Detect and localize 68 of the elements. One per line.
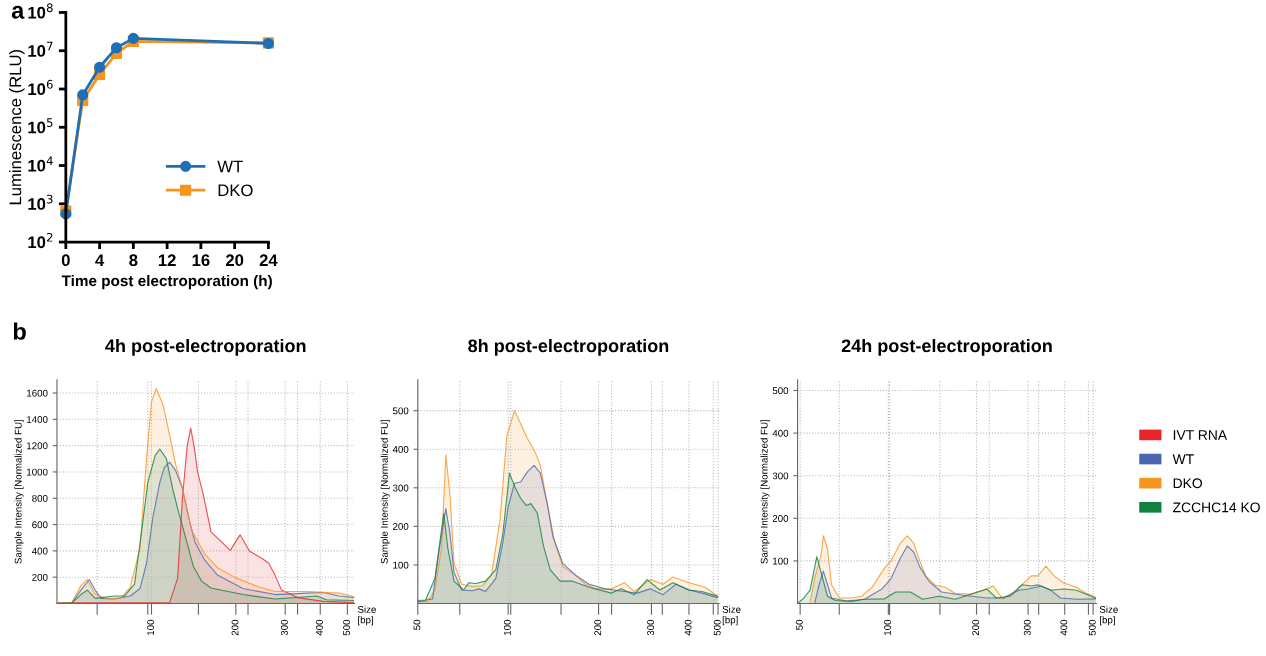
- chart-title: 24h post-electroporation: [841, 338, 1052, 356]
- y-tick-label: 1600: [27, 389, 48, 397]
- text: b: [13, 322, 26, 340]
- x-tick-label: 24: [259, 254, 278, 266]
- y-tick-label: 10$^{4}$: [28, 156, 53, 172]
- y-tick-label: 10$^{8}$: [28, 3, 53, 19]
- legend-label: DKO: [1173, 478, 1203, 489]
- y-tick-label: 10$^{5}$: [28, 118, 53, 134]
- y-tick-label: 10$^{2}$: [28, 232, 53, 249]
- chart-title: 4h post-electroporation: [105, 338, 306, 356]
- y-tick-label: 1200: [27, 442, 48, 450]
- x-tick-label: 300: [1023, 619, 1031, 636]
- y-tick-label: 400: [772, 429, 789, 437]
- x-tick-label: 200: [594, 619, 602, 636]
- x-tick-label: 500: [343, 619, 350, 636]
- legend-label: IVT RNA: [1173, 430, 1228, 440]
- x-axis-title: Size [bp]: [1099, 605, 1118, 626]
- y-tick-label: 10$^{7}$: [28, 41, 53, 57]
- x-tick-label: 300: [280, 619, 288, 636]
- legend-label: WT: [1172, 454, 1194, 464]
- y-tick-label: 1400: [27, 416, 48, 423]
- x-tick-label: 400: [684, 619, 692, 636]
- y-tick-label: 200: [393, 523, 409, 530]
- x-tick-label: 20: [225, 254, 244, 267]
- legend-label: ZCCHC14 KO: [1173, 502, 1260, 513]
- y-tick-label: 200: [772, 515, 789, 522]
- x-tick-label: 12: [158, 254, 176, 266]
- x-axis-title: Size [bp]: [357, 605, 376, 626]
- y-tick-label: 300: [392, 484, 409, 492]
- y-tick-label: 500: [392, 407, 409, 415]
- x-tick-label: 50: [413, 619, 421, 630]
- y-tick-label: 10$^{6}$: [28, 79, 53, 96]
- y-tick-label: 600: [32, 521, 48, 529]
- x-tick-label: 16: [192, 254, 210, 267]
- x-tick-label: 300: [647, 619, 655, 636]
- text: a: [11, 5, 25, 19]
- y-tick-label: 300: [772, 472, 789, 480]
- y-tick-label: 1000: [27, 468, 48, 476]
- x-tick-label: 8: [129, 254, 138, 267]
- y-axis-title: Sample Intensity [Normalized FU]: [380, 419, 390, 564]
- x-tick-label: 200: [231, 619, 239, 636]
- y-tick-label: 100: [773, 557, 789, 565]
- y-axis-title: Luminescence (RLU): [9, 50, 25, 205]
- y-tick-label: 10$^{3}$: [28, 194, 53, 210]
- y-axis-title: Sample Intensity [Normalized FU]: [14, 419, 24, 564]
- y-tick-label: 800: [32, 494, 48, 502]
- y-tick-label: 100: [393, 561, 409, 569]
- y-tick-label: 200: [32, 573, 48, 581]
- chart-title: 8h post-electroporation: [468, 338, 669, 356]
- x-tick-label: 400: [315, 619, 323, 636]
- x-tick-label: 200: [972, 619, 980, 636]
- y-tick-label: 500: [772, 387, 789, 395]
- legend-label: WT: [217, 160, 243, 173]
- x-axis-title: Time post electroporation (h): [61, 274, 272, 290]
- x-tick-label: 500: [713, 619, 721, 636]
- x-tick-label: 100: [884, 619, 891, 635]
- x-tick-label: 0: [61, 254, 70, 267]
- legend-label: DKO: [218, 184, 253, 197]
- y-tick-label: 400: [392, 445, 409, 453]
- x-tick-label: 100: [147, 619, 155, 635]
- x-tick-label: 500: [1088, 619, 1096, 636]
- x-tick-label: 400: [1060, 619, 1068, 636]
- x-tick-label: 100: [503, 619, 511, 635]
- x-tick-label: 50: [795, 619, 803, 630]
- y-axis-title: Sample Intensity [Normalized FU]: [760, 419, 770, 564]
- y-tick-label: 400: [31, 547, 48, 555]
- x-tick-label: 4: [95, 254, 105, 266]
- x-axis-title: Size [bp]: [722, 605, 741, 626]
